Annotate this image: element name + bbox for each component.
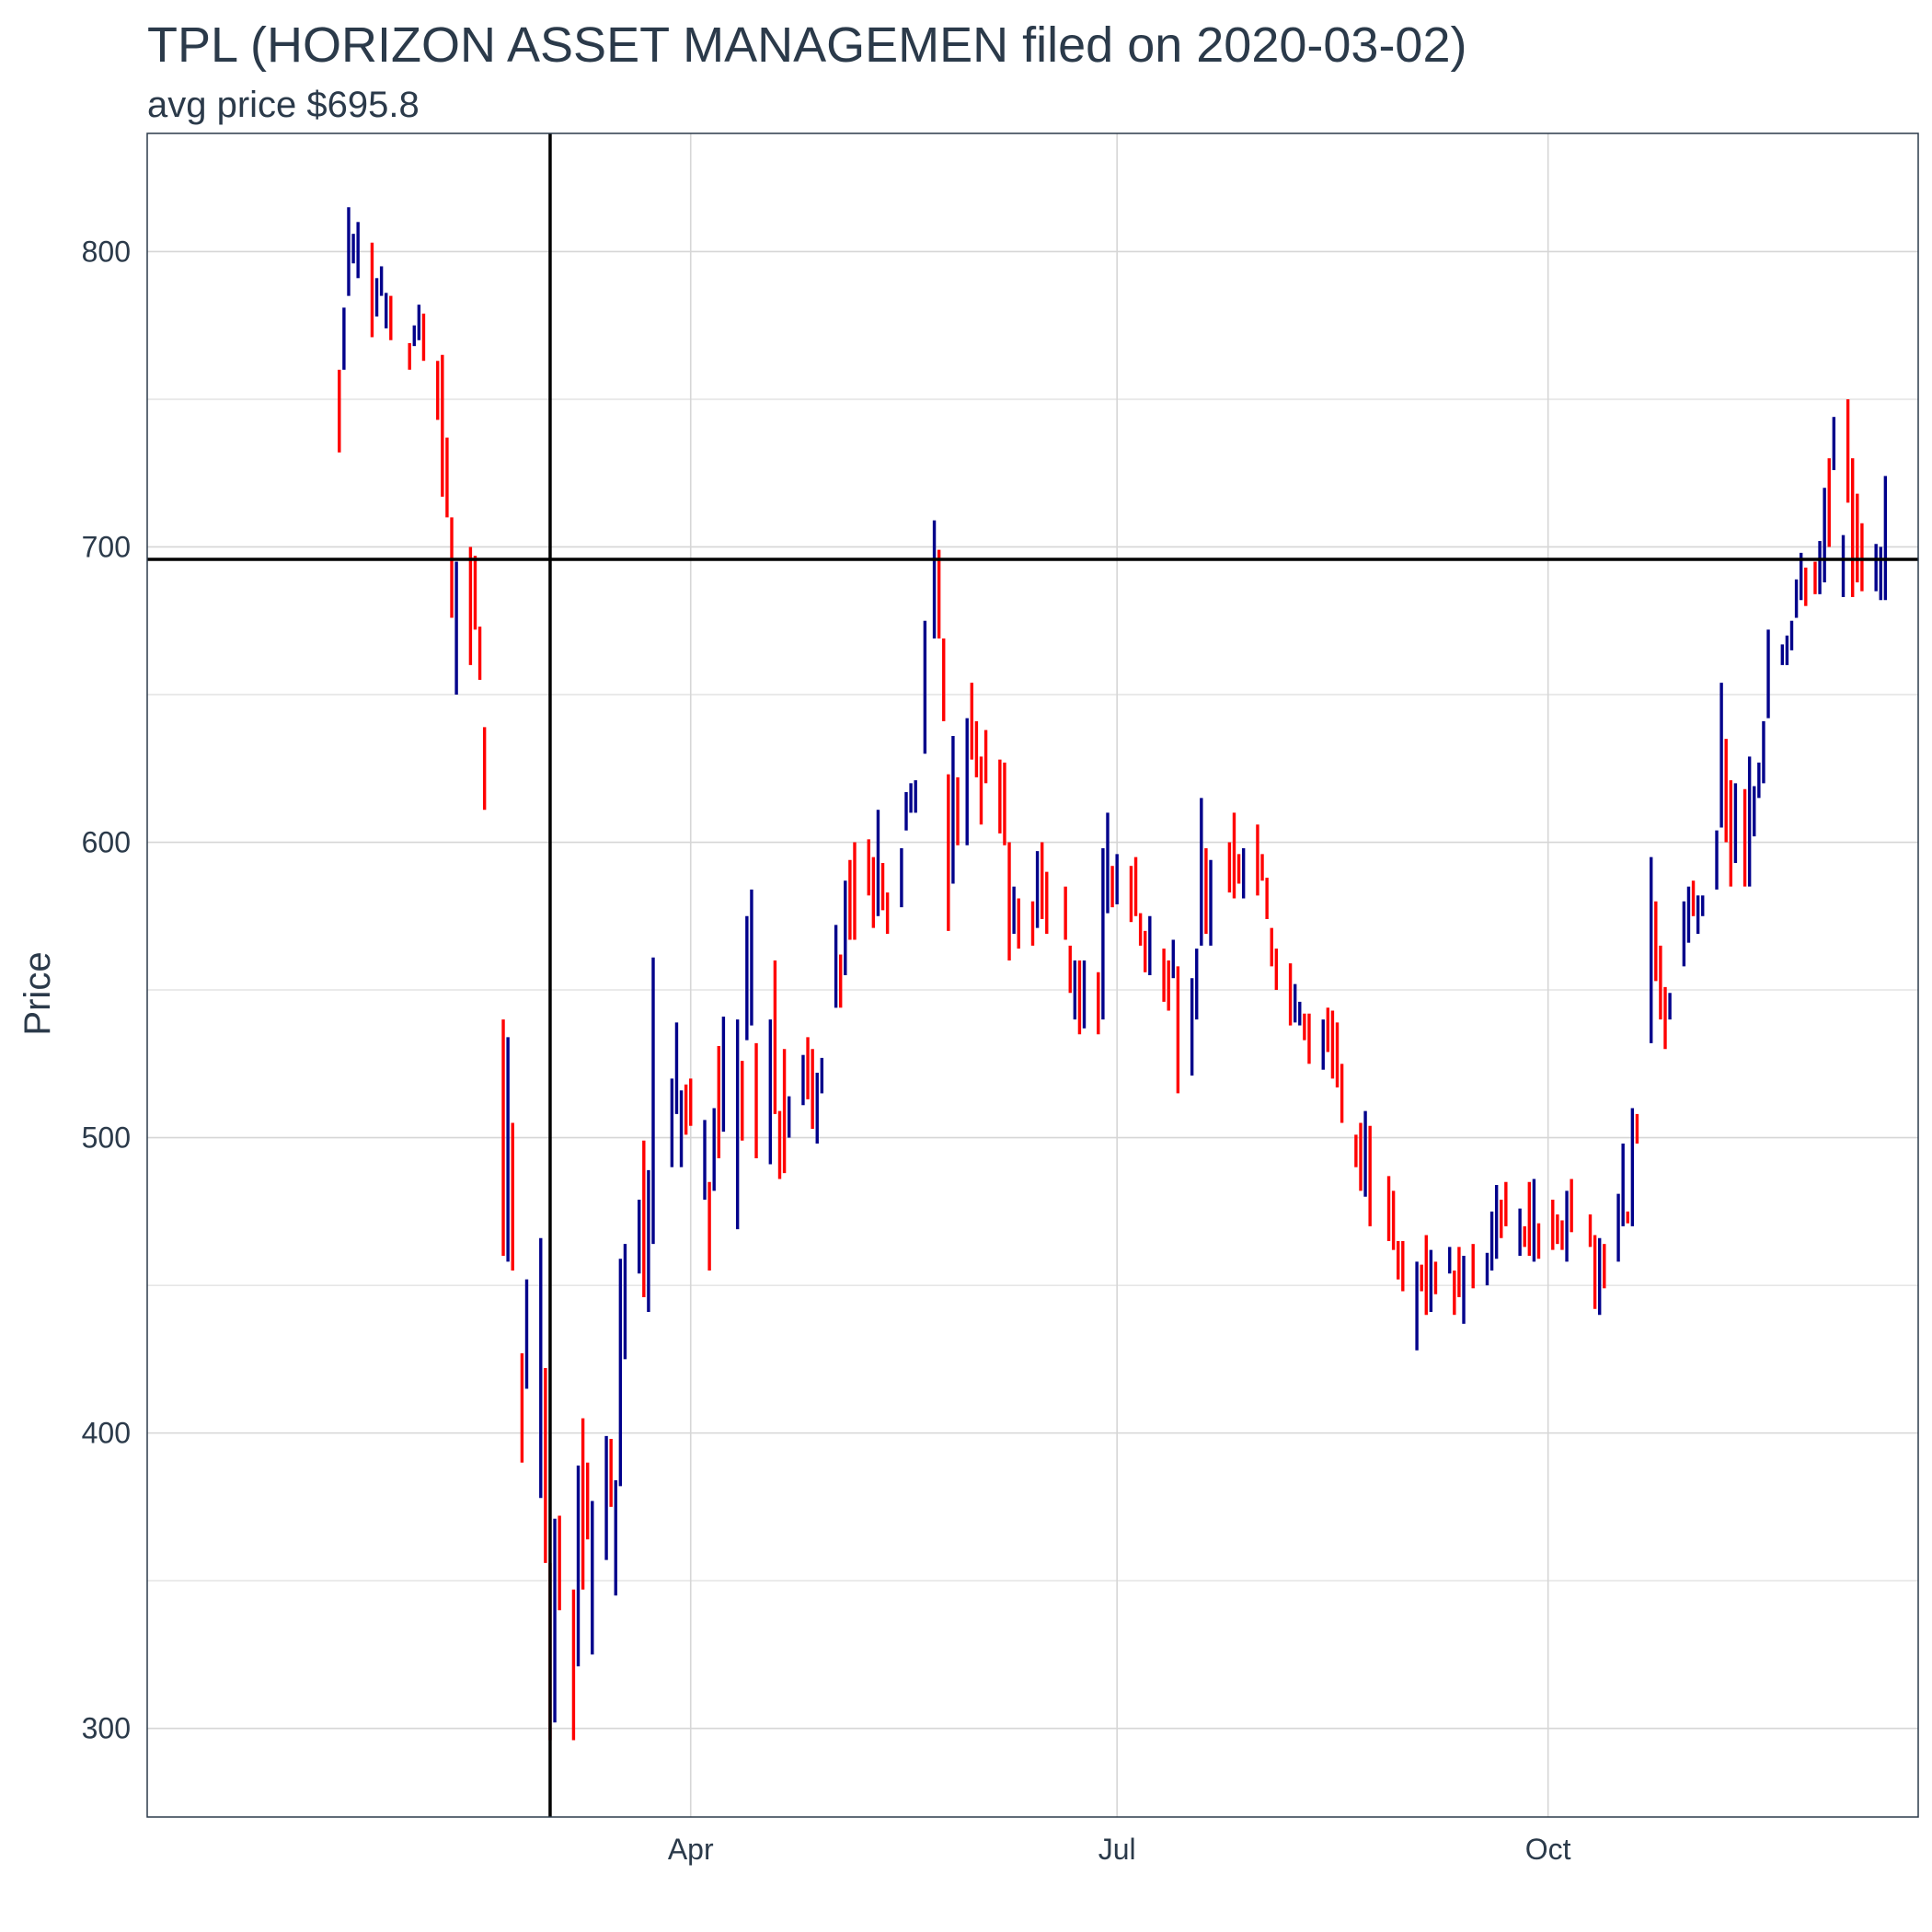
y-tick-label: 800	[82, 235, 131, 268]
y-tick-label: 400	[82, 1417, 131, 1450]
y-tick-label: 300	[82, 1712, 131, 1745]
chart-title: TPL (HORIZON ASSET MANAGEMEN filed on 20…	[147, 17, 1467, 73]
ohlc-bars	[338, 207, 1888, 1741]
reference-lines	[147, 133, 1918, 1817]
y-axis: 300 400 500 600 700 800	[82, 235, 131, 1744]
plot-border	[146, 132, 1919, 1818]
grid	[147, 133, 1918, 1817]
x-tick-label: Jul	[1098, 1833, 1136, 1866]
chart-subtitle: avg price $695.8	[147, 85, 420, 125]
y-tick-label: 700	[82, 530, 131, 563]
x-tick-label: Apr	[668, 1833, 714, 1866]
y-axis-title: Price	[17, 951, 58, 1035]
y-tick-label: 600	[82, 826, 131, 859]
x-tick-label: Oct	[1525, 1833, 1571, 1866]
y-tick-label: 500	[82, 1121, 131, 1155]
x-axis: AprJulOctJan	[668, 1833, 1571, 1866]
